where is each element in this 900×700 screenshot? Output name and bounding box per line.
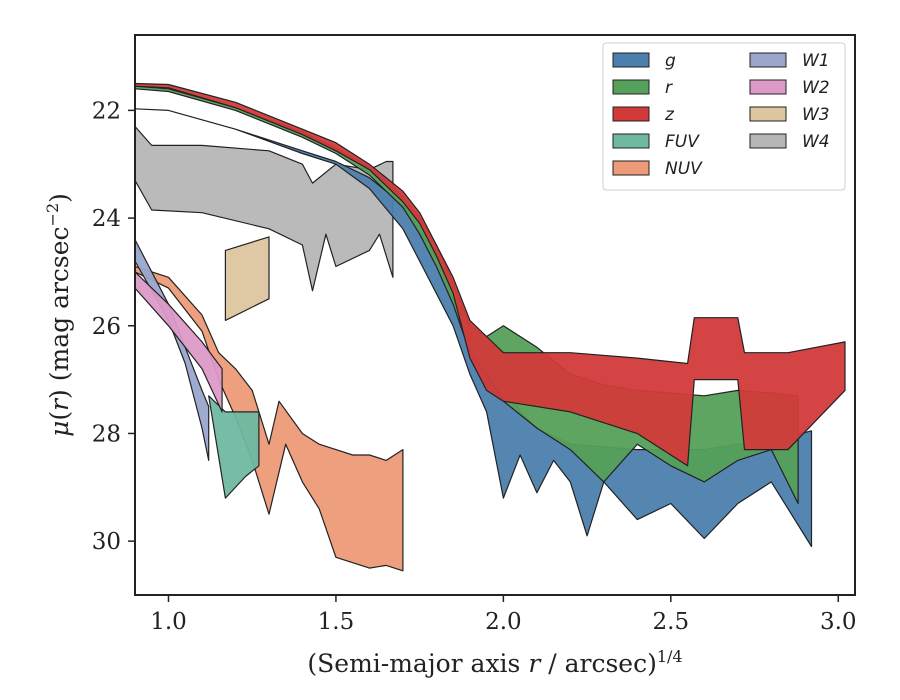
legend-label-nuv: NUV <box>665 159 703 179</box>
series-band-z <box>135 82 846 467</box>
x-tick-label: 1.0 <box>150 609 187 635</box>
legend-swatch-w3 <box>749 106 787 122</box>
legend-swatch-w4 <box>749 133 787 149</box>
series-band-w3 <box>224 236 270 321</box>
legend-label-w1: W1 <box>802 51 830 71</box>
x-axis-label: (Semi-major axis r / arcsec)1/4 <box>307 647 682 678</box>
legend-label-w3: W3 <box>802 105 830 125</box>
x-tick-label: 3.0 <box>820 609 857 635</box>
plot-frame <box>134 34 856 596</box>
x-tick-label: 2.5 <box>653 609 690 635</box>
y-tick-label: 28 <box>92 421 121 447</box>
legend-swatch-nuv <box>612 160 650 176</box>
y-tick-label: 22 <box>92 98 121 124</box>
series-band-fuv <box>208 395 260 499</box>
y-axis-label: μ(r) (mag arcsec−2) <box>43 193 74 437</box>
legend-swatch-g <box>612 52 650 68</box>
y-tick-label: 26 <box>92 314 121 340</box>
legend-label-r: r <box>665 78 673 98</box>
legend-label-z: z <box>664 105 675 125</box>
legend-label-w2: W2 <box>802 78 830 98</box>
legend-label-fuv: FUV <box>665 132 700 152</box>
legend-swatch-z <box>612 106 650 122</box>
series-band-w2 <box>135 271 223 413</box>
series-band-w4 <box>135 125 394 292</box>
x-tick-label: 1.5 <box>318 609 355 635</box>
legend-label-w4: W4 <box>802 132 830 152</box>
axes-layer: 1.0 1.5 2.0 2.5 3.0 22 24 26 28 30 <box>92 34 857 635</box>
legend-label-g: g <box>665 51 676 71</box>
y-tick-label: 30 <box>92 529 121 555</box>
legend-swatch-w2 <box>749 79 787 95</box>
x-tick-label: 2.0 <box>485 609 522 635</box>
y-tick-label: 24 <box>92 206 121 232</box>
legend: grz FUV NUV W1 W2 W3 W4 <box>602 42 846 191</box>
legend-swatch-w1 <box>749 52 787 68</box>
legend-swatch-fuv <box>612 133 650 149</box>
series-layer <box>135 82 846 572</box>
legend-swatch-r <box>612 79 650 95</box>
